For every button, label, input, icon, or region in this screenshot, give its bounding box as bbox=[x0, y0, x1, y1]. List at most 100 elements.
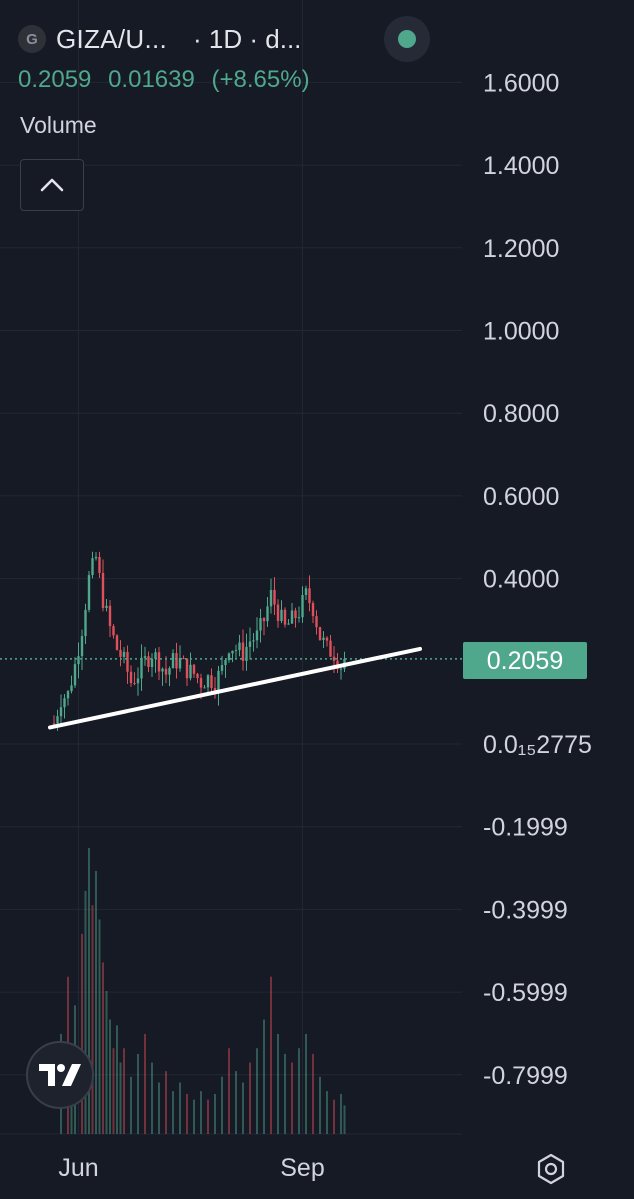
candle-body bbox=[199, 678, 203, 688]
candle-body bbox=[164, 668, 168, 675]
symbol-name[interactable]: GIZA/U... bbox=[56, 23, 168, 54]
interval-exchange[interactable]: · 1D · d... bbox=[193, 23, 302, 54]
candle-body bbox=[63, 698, 66, 708]
candle-body bbox=[297, 617, 301, 619]
candle-body bbox=[122, 651, 126, 657]
candle-body bbox=[171, 653, 175, 669]
candle-body bbox=[231, 650, 234, 654]
settings-gear-icon[interactable] bbox=[534, 1152, 568, 1186]
candle-body bbox=[185, 658, 189, 679]
candle-body bbox=[80, 636, 84, 657]
price-axis-label: 0.4000 bbox=[483, 566, 559, 594]
candle-body bbox=[77, 656, 80, 665]
candle-body bbox=[154, 652, 157, 659]
candle-body bbox=[241, 642, 245, 661]
candle-body bbox=[56, 716, 59, 724]
volume-bar bbox=[186, 1093, 188, 1134]
volume-bar bbox=[256, 1048, 258, 1134]
candle-body bbox=[168, 668, 171, 675]
last-price-badge: 0.2059 bbox=[463, 642, 587, 679]
candle-body bbox=[206, 675, 210, 688]
volume-bar bbox=[343, 1105, 346, 1134]
candle-body bbox=[210, 675, 213, 688]
price-values: 0.2059 0.01639 (+8.65%) bbox=[18, 66, 320, 94]
tradingview-logo-icon[interactable] bbox=[26, 1041, 94, 1109]
candle-body bbox=[161, 668, 164, 672]
candle-body bbox=[269, 589, 273, 607]
candle-body bbox=[129, 671, 133, 683]
candle-body bbox=[59, 707, 63, 717]
candle-body bbox=[266, 606, 269, 622]
candle-body bbox=[157, 652, 161, 672]
volume-bar bbox=[221, 1076, 223, 1134]
volume-bar bbox=[340, 1093, 342, 1134]
volume-bar bbox=[172, 1091, 174, 1134]
candle-body bbox=[315, 616, 318, 628]
volume-bar bbox=[214, 1093, 216, 1134]
volume-bar bbox=[333, 1099, 335, 1134]
volume-bar bbox=[95, 870, 97, 1134]
candle-body bbox=[259, 618, 262, 631]
volume-bar bbox=[119, 1062, 122, 1134]
candle-body bbox=[196, 673, 199, 679]
volume-bar bbox=[105, 991, 108, 1134]
candle-body bbox=[304, 588, 308, 595]
volume-bar bbox=[116, 1025, 118, 1134]
candle-body bbox=[273, 589, 276, 605]
volume-bar bbox=[319, 1076, 321, 1134]
volume-bar bbox=[179, 1082, 181, 1134]
candle-body bbox=[94, 556, 98, 559]
time-axis[interactable]: Jun Sep bbox=[58, 1154, 324, 1182]
volume-bar bbox=[235, 1071, 237, 1134]
volume-bar bbox=[270, 976, 272, 1134]
last-price-label: 0.2059 bbox=[487, 647, 563, 675]
volume-bar bbox=[144, 1033, 146, 1134]
volume-bar bbox=[305, 1033, 307, 1134]
candle-body bbox=[112, 626, 115, 636]
volume-bar bbox=[291, 1062, 293, 1134]
volume-bar bbox=[112, 1048, 115, 1134]
price-axis-label: -0.5999 bbox=[483, 979, 568, 1007]
price-axis-label: 1.0000 bbox=[483, 318, 559, 346]
volume-bar bbox=[130, 1076, 132, 1134]
candle-body bbox=[294, 610, 297, 619]
volume-bar bbox=[158, 1082, 160, 1134]
collapse-indicators-button[interactable] bbox=[20, 159, 84, 211]
candle-body bbox=[189, 664, 192, 679]
trendline[interactable] bbox=[48, 646, 422, 730]
candle-body bbox=[301, 594, 304, 618]
volume-bar bbox=[200, 1091, 202, 1134]
candle-body bbox=[227, 653, 231, 661]
market-status-button[interactable] bbox=[384, 16, 430, 62]
candle-body bbox=[280, 609, 283, 621]
last-price: 0.2059 bbox=[18, 66, 92, 93]
volume-bar bbox=[284, 1053, 286, 1134]
candle-body bbox=[217, 670, 220, 693]
candle-body bbox=[234, 650, 238, 652]
candle-body bbox=[52, 723, 56, 725]
volume-bar bbox=[326, 1091, 328, 1134]
candle-body bbox=[133, 682, 136, 684]
symbol-header[interactable]: G GIZA/U... · 1D · d... bbox=[18, 16, 301, 62]
volume-bar bbox=[91, 905, 94, 1134]
price-axis[interactable]: 1.6000 1.4000 1.2000 1.0000 0.8000 0.6000 0.40… bbox=[483, 69, 592, 1089]
candle-body bbox=[203, 687, 206, 689]
volume-bar bbox=[123, 1048, 125, 1134]
candle-body bbox=[287, 623, 290, 625]
market-status-dot bbox=[398, 30, 416, 48]
volume-bar bbox=[84, 890, 87, 1134]
candle-body bbox=[115, 635, 119, 650]
candle-body bbox=[178, 657, 182, 669]
volume-bars bbox=[60, 848, 346, 1134]
candle-body bbox=[150, 658, 154, 668]
price-axis-label: 0.6000 bbox=[483, 483, 559, 511]
candle-body bbox=[252, 640, 255, 642]
candle-body bbox=[322, 637, 325, 640]
volume-bar bbox=[81, 933, 83, 1134]
candle-body bbox=[98, 556, 101, 573]
candle-body bbox=[262, 618, 266, 622]
candle-body bbox=[238, 642, 241, 651]
price-axis-label: -0.3999 bbox=[483, 896, 568, 924]
volume-indicator-label[interactable]: Volume bbox=[20, 112, 97, 138]
